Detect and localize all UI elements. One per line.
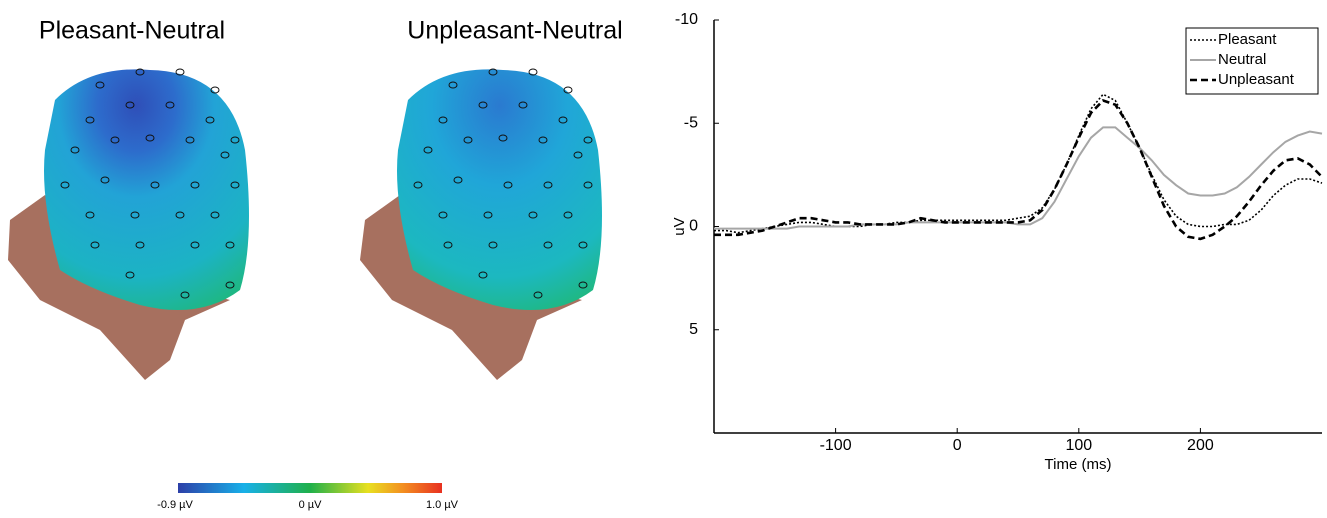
- electrode: [125, 101, 135, 109]
- electrode: [498, 134, 508, 142]
- electrode: [175, 68, 185, 76]
- legend-label: Neutral: [1218, 51, 1266, 68]
- electrode: [503, 181, 513, 189]
- electrode: [558, 116, 568, 124]
- legend-label: Unpleasant: [1218, 71, 1295, 88]
- topomap-title: Pleasant-Neutral: [39, 17, 225, 45]
- electrode: [478, 101, 488, 109]
- electrode: [413, 181, 423, 189]
- electrode: [583, 136, 593, 144]
- head: [360, 69, 602, 380]
- y-axis-label: uV: [671, 217, 688, 235]
- electrode: [210, 86, 220, 94]
- y-tick-label: 0: [689, 218, 698, 235]
- electrode: [443, 241, 453, 249]
- electrode: [438, 116, 448, 124]
- electrode: [95, 81, 105, 89]
- electrode: [230, 181, 240, 189]
- electrode: [130, 211, 140, 219]
- electrode: [70, 146, 80, 154]
- electrode: [463, 136, 473, 144]
- legend-label: Pleasant: [1218, 31, 1277, 48]
- electrode: [85, 116, 95, 124]
- topomap-title: Unpleasant-Neutral: [407, 17, 622, 45]
- electrode: [483, 211, 493, 219]
- data-line: [714, 126, 1323, 230]
- electrode: [583, 181, 593, 189]
- y-tick-label: -5: [684, 114, 698, 131]
- electrode: [225, 241, 235, 249]
- electrode: [175, 211, 185, 219]
- electrode: [110, 136, 120, 144]
- electrode: [85, 211, 95, 219]
- electrode: [230, 136, 240, 144]
- electrode: [60, 181, 70, 189]
- colorbar-label: -0.9 µV: [157, 499, 193, 511]
- electrode: [518, 101, 528, 109]
- electrode: [543, 181, 553, 189]
- electrode: [185, 136, 195, 144]
- x-tick-label: -100: [820, 437, 852, 454]
- electrode: [135, 241, 145, 249]
- electrode: [478, 271, 488, 279]
- electrode: [205, 116, 215, 124]
- colorbar: [178, 483, 442, 493]
- x-tick-label: 200: [1187, 437, 1214, 454]
- y-tick-label: -10: [675, 11, 698, 28]
- electrode: [423, 146, 433, 154]
- electrode: [190, 181, 200, 189]
- electrode: [145, 134, 155, 142]
- electrode: [100, 176, 110, 184]
- data-line: [714, 99, 1323, 241]
- electrode: [438, 211, 448, 219]
- electrode: [543, 241, 553, 249]
- colorbar-label: 1.0 µV: [426, 499, 459, 511]
- electrode: [190, 241, 200, 249]
- electrode: [488, 68, 498, 76]
- colorbar-label: 0 µV: [299, 499, 323, 511]
- x-tick-label: 100: [1065, 437, 1092, 454]
- electrode: [563, 86, 573, 94]
- electrode: [578, 241, 588, 249]
- electrode: [578, 281, 588, 289]
- electrode: [90, 241, 100, 249]
- electrode: [210, 211, 220, 219]
- electrode: [528, 211, 538, 219]
- electrode: [150, 181, 160, 189]
- y-tick-label: 5: [689, 321, 698, 338]
- electrode: [225, 281, 235, 289]
- electrode: [165, 101, 175, 109]
- electrode: [448, 81, 458, 89]
- electrode: [125, 271, 135, 279]
- x-axis-label: Time (ms): [1045, 456, 1112, 473]
- electrode: [563, 211, 573, 219]
- electrode: [528, 68, 538, 76]
- electrode: [533, 291, 543, 299]
- electrode: [453, 176, 463, 184]
- head: [8, 69, 249, 380]
- electrode: [538, 136, 548, 144]
- x-tick-label: 0: [953, 437, 962, 454]
- electrode: [220, 151, 230, 159]
- electrode: [135, 68, 145, 76]
- data-line: [714, 93, 1323, 234]
- electrode: [180, 291, 190, 299]
- electrode: [488, 241, 498, 249]
- electrode: [573, 151, 583, 159]
